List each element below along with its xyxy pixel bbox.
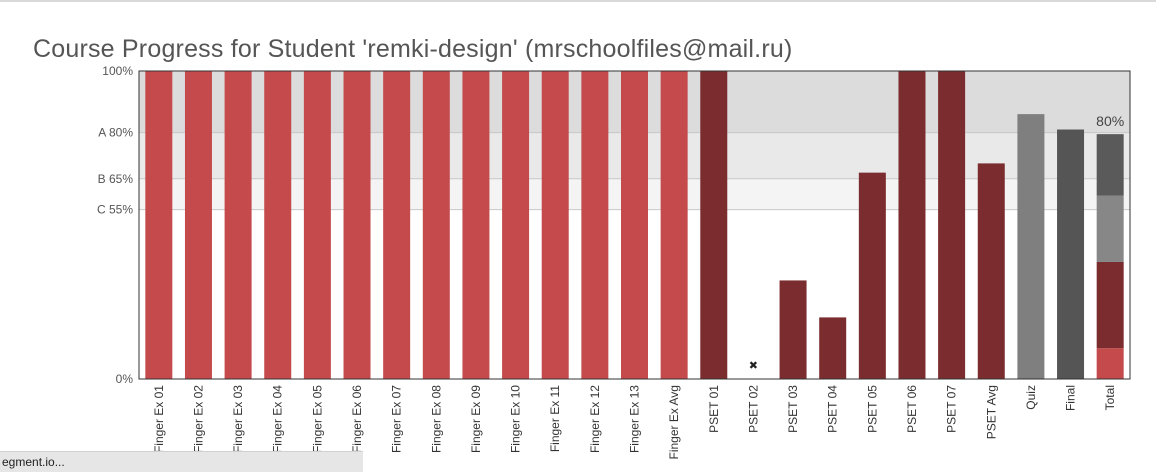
x-tick-label: Finger Ex 12 bbox=[588, 385, 602, 453]
bar bbox=[224, 71, 252, 379]
y-tick-label: C 55% bbox=[97, 203, 133, 217]
y-tick-label: 100% bbox=[102, 64, 133, 78]
x-tick-label: PSET 05 bbox=[865, 385, 879, 433]
x-tick-label: PSET 07 bbox=[945, 385, 959, 433]
total-segment bbox=[1096, 195, 1124, 262]
x-tick-label: PSET 01 bbox=[707, 385, 721, 433]
bar bbox=[779, 280, 807, 379]
bar bbox=[898, 71, 926, 379]
x-tick-label: Finger Ex 13 bbox=[628, 385, 642, 453]
x-tick-label: Finger Ex 03 bbox=[231, 385, 245, 453]
bar bbox=[938, 71, 966, 379]
total-segment bbox=[1096, 348, 1124, 379]
x-tick-label: PSET 04 bbox=[826, 385, 840, 433]
y-tick-label: A 80% bbox=[98, 126, 133, 140]
x-tick-label: PSET 06 bbox=[905, 385, 919, 433]
bar bbox=[502, 71, 530, 379]
bar bbox=[660, 71, 688, 379]
y-tick-label: B 65% bbox=[98, 172, 134, 186]
bar bbox=[621, 71, 648, 379]
bar bbox=[858, 172, 886, 379]
bar bbox=[184, 71, 212, 379]
top-rule bbox=[0, 0, 1156, 2]
total-segment bbox=[1096, 261, 1124, 349]
x-axis-labels: Finger Ex 01 Finger Ex 02 Finger Ex 03 Fing… bbox=[152, 385, 1117, 460]
bar bbox=[145, 71, 173, 379]
bar bbox=[462, 71, 490, 379]
bar bbox=[819, 317, 847, 379]
x-tick-label: PSET Avg bbox=[984, 385, 998, 439]
bar bbox=[343, 71, 371, 379]
x-tick-label: PSET 03 bbox=[786, 385, 800, 433]
x-tick-label: Final bbox=[1064, 385, 1078, 411]
bar bbox=[1057, 129, 1085, 379]
x-tick-label: Finger Ex 08 bbox=[429, 385, 443, 453]
x-tick-label: Quiz bbox=[1024, 385, 1038, 410]
bar bbox=[700, 71, 728, 379]
bar bbox=[383, 71, 411, 379]
browser-status-bar: egment.io... bbox=[0, 451, 363, 472]
x-tick-label: Finger Ex 01 bbox=[152, 385, 166, 453]
x-tick-label: Finger Ex 09 bbox=[469, 385, 483, 453]
bar bbox=[303, 71, 331, 379]
y-axis-ticks: 0% C 55% B 65% A 80% 100% bbox=[97, 64, 133, 386]
bar bbox=[1017, 114, 1045, 380]
x-tick-label: Finger Ex 04 bbox=[271, 385, 285, 453]
x-tick-label: Finger Ex 11 bbox=[548, 385, 562, 452]
bars: ✖ 80% bbox=[145, 71, 1124, 380]
x-tick-label: Finger Ex Avg bbox=[667, 385, 681, 459]
x-tick-label: PSET 02 bbox=[746, 385, 760, 433]
bar bbox=[541, 71, 569, 379]
total-value-label: 80% bbox=[1096, 113, 1124, 129]
x-tick-label: Finger Ex 07 bbox=[390, 385, 404, 453]
bar bbox=[264, 71, 292, 379]
x-tick-label: Total bbox=[1103, 385, 1117, 410]
total-segment bbox=[1096, 134, 1124, 196]
x-tick-label: Finger Ex 06 bbox=[350, 385, 364, 453]
plot-border bbox=[138, 70, 1131, 380]
chart-title: Course Progress for Student 'remki-desig… bbox=[33, 35, 793, 63]
bar bbox=[422, 71, 450, 379]
y-tick-label: 0% bbox=[116, 372, 134, 386]
x-tick-label: Finger Ex 02 bbox=[191, 385, 205, 453]
x-tick-label: Finger Ex 05 bbox=[310, 385, 324, 453]
missing-marker: ✖ bbox=[749, 360, 758, 372]
bar bbox=[977, 163, 1005, 379]
x-tick-label: Finger Ex 10 bbox=[509, 385, 523, 453]
bar bbox=[581, 71, 609, 379]
